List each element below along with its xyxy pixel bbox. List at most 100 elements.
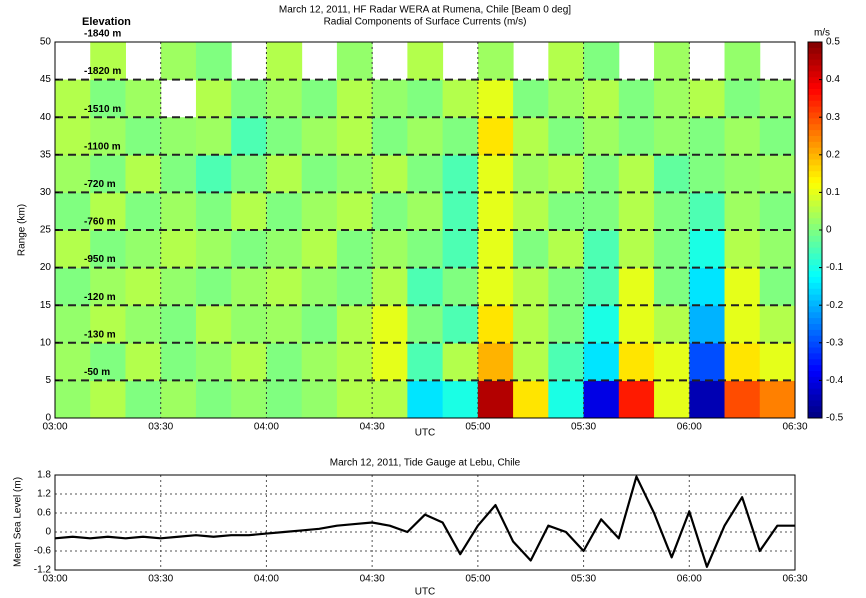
heatmap-cell (442, 230, 479, 269)
colorbar-segment (808, 112, 822, 119)
heatmap-cell (618, 154, 655, 193)
colorbar-tick-label: 0.4 (826, 74, 840, 85)
colorbar-segment (808, 147, 822, 155)
elevation-header: Elevation (82, 16, 131, 28)
heatmap-cell (125, 230, 162, 269)
heatmap-cell (55, 117, 91, 156)
heatmap-cell (654, 380, 690, 419)
colorbar-segment (808, 282, 822, 290)
heatmap-cell (372, 267, 408, 306)
heatmap-cell (90, 42, 126, 81)
y-axis-label: Mean Sea Level (m) (13, 477, 24, 567)
heatmap-cell (336, 154, 373, 193)
colorbar-tick-label: 0.5 (826, 37, 840, 48)
heatmap-cell (407, 192, 444, 231)
heatmap-cell (442, 342, 479, 381)
x-tick-label: 04:00 (254, 422, 279, 433)
heatmap-cell (689, 117, 726, 156)
heatmap-cell (583, 192, 620, 231)
heatmap-cell (90, 192, 126, 231)
colorbar-segment (808, 318, 822, 325)
colorbar-segment (808, 136, 822, 143)
heatmap-cell (301, 230, 338, 269)
colorbar-tick-label: -0.4 (826, 375, 844, 386)
heatmap-cell (55, 267, 91, 306)
colorbar-segment (808, 188, 822, 196)
heatmap-cell (90, 117, 126, 156)
heatmap-cell (618, 380, 655, 419)
colorbar-segment (808, 376, 822, 384)
heatmap-cell (125, 117, 162, 156)
colorbar-segment (808, 406, 822, 413)
heatmap-cell (266, 42, 303, 81)
x-tick-label: 03:30 (148, 574, 173, 585)
elevation-label: -760 m (84, 217, 116, 228)
elevation-label: -1510 m (84, 104, 121, 115)
heatmap-cell (689, 79, 726, 118)
colorbar-segment (808, 159, 822, 166)
heatmap-cell (372, 79, 408, 118)
chart-title: March 12, 2011, HF Radar WERA at Rumena,… (279, 5, 571, 16)
heatmap-cell (583, 79, 620, 118)
heatmap-cell (266, 380, 303, 419)
colorbar-tick-label: -0.3 (826, 337, 844, 348)
x-tick-label: 04:30 (360, 422, 385, 433)
heatmap-cell (160, 230, 197, 269)
heatmap-cell (231, 117, 267, 156)
heatmap-cell (513, 192, 549, 231)
heatmap-cell (477, 305, 514, 344)
elevation-label: -130 m (84, 329, 116, 340)
heatmap-cell (442, 267, 479, 306)
heatmap-cell (160, 267, 197, 306)
heatmap-cell (477, 342, 514, 381)
heatmap-cell (689, 230, 726, 269)
colorbar-segment (808, 259, 822, 266)
colorbar-label: m/s (814, 28, 830, 39)
elevation-label: -950 m (84, 254, 116, 265)
heatmap-cell (654, 192, 690, 231)
colorbar-segment (808, 277, 822, 284)
heatmap-cell (125, 380, 162, 419)
heatmap-cell (724, 42, 761, 81)
heatmap-cell (548, 154, 585, 193)
heatmap-cell (442, 79, 479, 118)
heatmap-cell (407, 267, 444, 306)
heatmap-cell (90, 380, 126, 419)
heatmap-cell (231, 154, 267, 193)
colorbar-segment (808, 253, 822, 260)
colorbar-segment (808, 165, 822, 172)
heatmap-cell (548, 230, 585, 269)
colorbar-segment (808, 47, 822, 55)
colorbar-segment (808, 324, 822, 331)
heatmap-cell (442, 380, 479, 419)
heatmap-cell (195, 154, 232, 193)
heatmap-cell (336, 79, 373, 118)
x-tick-label: 05:30 (571, 422, 596, 433)
colorbar-segment (808, 271, 822, 278)
heatmap-cell (724, 342, 761, 381)
heatmap-cell (654, 42, 690, 81)
colorbar-segment (808, 241, 822, 249)
y-tick-label: -0.6 (34, 546, 52, 557)
heatmap-cell (618, 79, 655, 118)
colorbar-segment (808, 118, 822, 125)
heatmap-cell (55, 79, 91, 118)
heatmap-cell (548, 192, 585, 231)
heatmap-cell (160, 154, 197, 193)
heatmap-cell (195, 79, 232, 118)
heatmap-cell (372, 305, 408, 344)
heatmap-cell (548, 79, 585, 118)
heatmap-cell (266, 192, 303, 231)
heatmap-cell (583, 342, 620, 381)
plot-frame (54, 474, 796, 571)
colorbar-segment (808, 59, 822, 66)
heatmap-cell (477, 192, 514, 231)
sea-level-line (54, 475, 795, 568)
heatmap-cell (513, 342, 549, 381)
colorbar-segment (808, 124, 822, 131)
colorbar-segment (808, 42, 822, 49)
heatmap-cell (759, 79, 796, 118)
colorbar-segment (808, 212, 822, 219)
colorbar-segment (808, 77, 822, 84)
